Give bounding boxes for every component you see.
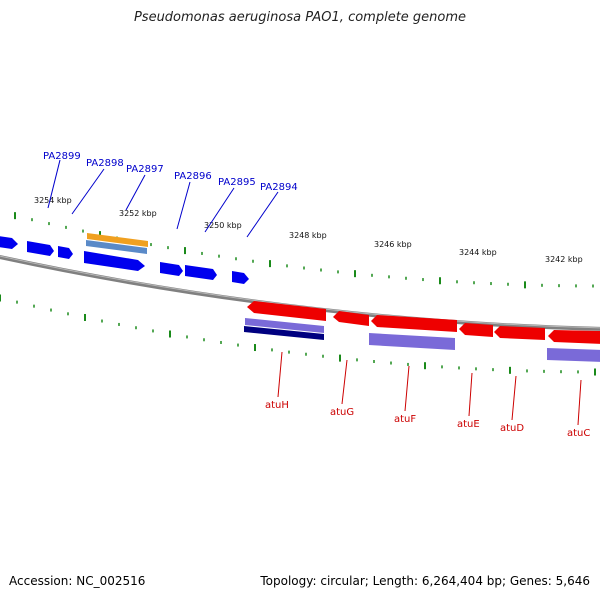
label-leader-line: [341, 359, 348, 405]
gene-label-reverse[interactable]: atuG: [330, 407, 354, 418]
kbp-label: 3250 kbp: [204, 221, 242, 230]
gene-arrow-reverse[interactable]: [548, 330, 600, 344]
gene-label-reverse[interactable]: atuH: [265, 400, 289, 411]
kbp-label: 3254 kbp: [34, 196, 72, 205]
gene-label-reverse[interactable]: atuE: [457, 419, 480, 430]
label-leader-line: [176, 181, 191, 230]
feature-bar-lavender[interactable]: [245, 318, 324, 333]
label-leader-line: [511, 375, 517, 421]
feature-bar-steelblue[interactable]: [86, 240, 147, 254]
reverse-gene-labels: atuH atuG atuF atuE atuD atuC: [265, 351, 590, 439]
label-leader-line: [204, 187, 235, 233]
accession-text: Accession: NC_002516: [9, 574, 146, 588]
gene-arrow-forward[interactable]: [84, 251, 145, 271]
label-leader-line: [277, 351, 283, 398]
label-leader-line: [468, 372, 473, 417]
gene-arrow-forward[interactable]: [185, 265, 217, 280]
gene-label-forward[interactable]: PA2898: [86, 158, 124, 169]
label-leader-line: [404, 365, 410, 412]
gene-arrow-forward[interactable]: [160, 262, 183, 276]
gene-arrow-reverse[interactable]: [459, 323, 493, 337]
gene-label-reverse[interactable]: atuF: [394, 414, 416, 425]
feature-bar-lavender[interactable]: [547, 348, 600, 362]
label-leader-line: [71, 168, 105, 215]
label-leader-line: [125, 174, 146, 211]
inner-tick-track: [0, 294, 596, 376]
kbp-label: 3242 kbp: [545, 255, 583, 264]
gene-label-forward[interactable]: PA2894: [260, 182, 298, 193]
map-title: Pseudomonas aeruginosa PAO1, complete ge…: [133, 10, 467, 25]
gene-label-forward[interactable]: PA2897: [126, 164, 164, 175]
gene-label-forward[interactable]: PA2896: [174, 171, 212, 182]
feature-bar-lavender[interactable]: [369, 333, 455, 350]
gene-arrow-reverse[interactable]: [494, 326, 545, 340]
gene-arrow-reverse[interactable]: [371, 315, 457, 332]
feature-bar-orange[interactable]: [87, 233, 148, 247]
gene-arrow-reverse[interactable]: [333, 311, 369, 326]
gene-arrow-forward[interactable]: [0, 236, 18, 249]
kbp-label: 3246 kbp: [374, 240, 412, 249]
gene-arrow-reverse[interactable]: [247, 301, 326, 321]
label-leader-line: [246, 191, 279, 238]
feature-bar-navy[interactable]: [244, 326, 324, 340]
gene-arrow-forward[interactable]: [232, 271, 249, 284]
gene-label-reverse[interactable]: atuD: [500, 423, 524, 434]
forward-genes[interactable]: [0, 233, 249, 284]
kbp-label: 3248 kbp: [289, 231, 327, 240]
genome-summary-text: Topology: circular; Length: 6,264,404 bp…: [260, 574, 590, 588]
gene-arrow-forward[interactable]: [27, 241, 54, 256]
forward-gene-labels: PA2899 PA2898 PA2897 PA2896 PA2895 PA289…: [43, 151, 298, 238]
label-leader-line: [47, 159, 61, 209]
kbp-label: 3252 kbp: [119, 209, 157, 218]
gene-label-forward[interactable]: PA2895: [218, 177, 256, 188]
kbp-label: 3244 kbp: [459, 248, 497, 257]
gene-arrow-forward[interactable]: [58, 246, 73, 259]
label-leader-line: [577, 379, 582, 426]
reverse-genes[interactable]: [244, 301, 600, 362]
kbp-scale: 3254 kbp 3252 kbp 3250 kbp 3248 kbp 3246…: [34, 196, 583, 264]
gene-label-forward[interactable]: PA2899: [43, 151, 81, 162]
gene-label-reverse[interactable]: atuC: [567, 428, 590, 439]
